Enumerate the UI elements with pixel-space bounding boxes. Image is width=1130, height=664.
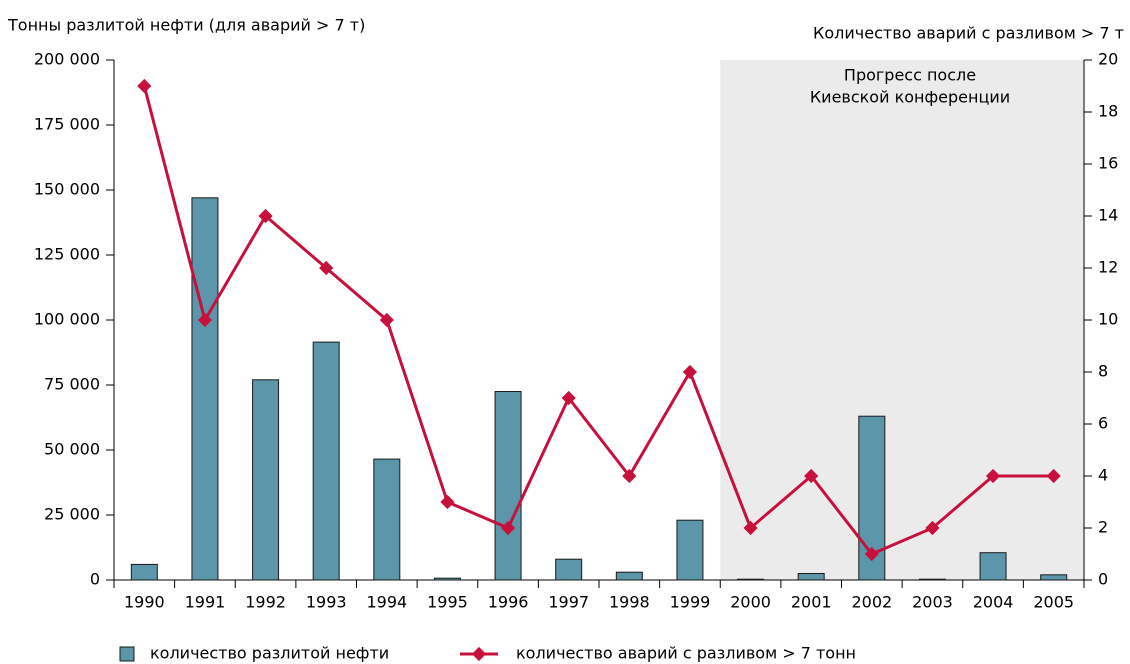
legend-label: количество аварий с разливом > 7 тонн (516, 644, 856, 663)
legend-swatch (471, 646, 487, 662)
bar (312, 341, 340, 581)
line-marker (319, 260, 334, 276)
line-marker (622, 468, 637, 484)
x-tick-label: 2005 (1033, 593, 1074, 612)
x-tick-label: 1997 (548, 593, 589, 612)
y-tick-label: 100 000 (34, 310, 100, 329)
y-axis-title: Тонны разлитой нефти (для аварий > 7 т) (7, 16, 365, 35)
x-tick-label: 2003 (912, 593, 953, 612)
line-marker (561, 390, 576, 406)
y2-tick-label: 6 (1098, 414, 1108, 433)
x-tick-label: 2004 (973, 593, 1014, 612)
bar (130, 563, 158, 581)
x-tick-label: 1996 (488, 593, 529, 612)
y2-tick-label: 20 (1098, 50, 1118, 69)
bar (615, 571, 643, 581)
line-marker (500, 520, 516, 536)
bar (373, 458, 401, 581)
line-marker (440, 494, 455, 510)
line-marker (1046, 468, 1061, 484)
bar (676, 519, 704, 581)
x-tick-label: 1994 (366, 593, 407, 612)
line-marker (804, 468, 819, 484)
y-tick-label: 150 000 (34, 180, 100, 199)
highlight-region (720, 60, 1084, 580)
line-marker (864, 546, 879, 562)
y2-tick-label: 8 (1098, 362, 1108, 381)
line-marker (985, 468, 1001, 484)
legend-label: количество разлитой нефти (150, 644, 389, 663)
bar (737, 578, 765, 581)
line-marker (925, 520, 940, 536)
y-tick-label: 25 000 (44, 505, 100, 524)
x-tick-label: 1995 (427, 593, 468, 612)
y2-tick-label: 4 (1098, 466, 1108, 485)
line-marker (137, 78, 152, 94)
x-tick-label: 2002 (851, 593, 892, 612)
line-marker (258, 208, 273, 224)
bar (494, 391, 522, 581)
y2-tick-label: 0 (1098, 570, 1108, 589)
y2-tick-label: 14 (1098, 206, 1118, 225)
bar (191, 197, 219, 581)
y2-tick-label: 2 (1098, 518, 1108, 537)
bar (433, 577, 461, 581)
y2-tick-label: 10 (1098, 310, 1118, 329)
bar (555, 558, 583, 581)
x-tick-label: 2000 (730, 593, 771, 612)
y-tick-label: 125 000 (34, 245, 100, 264)
legend-swatch (119, 646, 135, 662)
highlight-label: Прогресс после (844, 66, 976, 85)
bar (252, 379, 280, 581)
x-tick-label: 1992 (245, 593, 286, 612)
y2-tick-label: 18 (1098, 102, 1118, 121)
x-tick-label: 1993 (306, 593, 347, 612)
line-marker (197, 312, 213, 328)
x-tick-label: 1998 (609, 593, 650, 612)
y2-tick-label: 12 (1098, 258, 1118, 277)
y2-axis-title: Количество аварий с разливом > 7 т (813, 24, 1124, 43)
y2-tick-label: 16 (1098, 154, 1118, 173)
line-marker (682, 364, 698, 380)
line-marker (379, 312, 394, 328)
y-tick-label: 0 (90, 570, 100, 589)
x-tick-label: 2001 (791, 593, 832, 612)
x-tick-label: 1999 (670, 593, 711, 612)
bar (797, 573, 825, 581)
y-tick-label: 50 000 (44, 440, 100, 459)
line (142, 85, 1054, 556)
x-tick-label: 1991 (185, 593, 226, 612)
bar (979, 552, 1007, 581)
bar (1040, 574, 1068, 581)
y-tick-label: 75 000 (44, 375, 100, 394)
x-tick-label: 1990 (124, 593, 165, 612)
bar (918, 578, 946, 581)
y-tick-label: 200 000 (34, 50, 100, 69)
y-tick-label: 175 000 (34, 115, 100, 134)
line-marker (743, 520, 758, 536)
highlight-label: Киевской конференции (810, 88, 1010, 107)
